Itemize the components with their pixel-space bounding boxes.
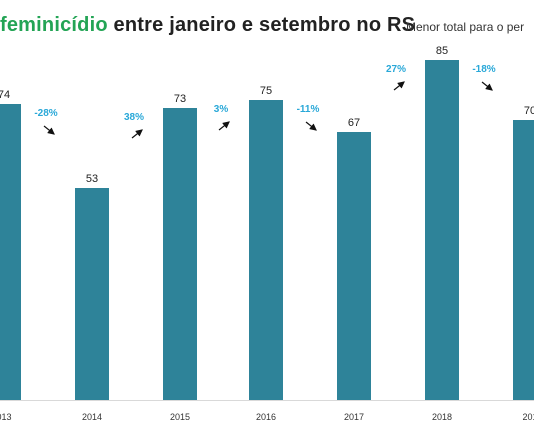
arrow-down-icon-6 [481, 81, 493, 91]
x-tick-2016: 2016 [256, 412, 276, 422]
chart-title-highlight: feminicídio [0, 14, 108, 36]
arrow-down-icon-1 [43, 125, 55, 135]
chart-subtitle: Menor total para o per [406, 20, 525, 34]
chart-title-rest: entre janeiro e setembro no RS [107, 14, 416, 36]
bar-2015 [163, 108, 197, 400]
change-label-5: 27% [386, 64, 406, 75]
arrow-up-icon-5 [393, 81, 405, 91]
change-label-3: 3% [214, 104, 229, 115]
bar-2017 [337, 132, 371, 400]
value-label-2016: 75 [260, 85, 272, 97]
x-tick-2014: 2014 [82, 412, 102, 422]
value-label-2017: 67 [348, 117, 360, 129]
value-label-2019: 70 [524, 105, 534, 117]
value-label-2013: 74 [0, 89, 10, 101]
x-tick-2017: 2017 [344, 412, 364, 422]
arrow-up-icon-3 [218, 121, 230, 131]
change-label-1: -28% [34, 108, 57, 119]
x-tick-2015: 2015 [170, 412, 190, 422]
bar-2014 [75, 188, 109, 400]
arrow-up-icon-2 [131, 129, 143, 139]
value-label-2014: 53 [86, 173, 98, 185]
bar-2016 [249, 100, 283, 400]
arrow-down-icon-4 [305, 121, 317, 131]
bar-2019 [513, 120, 534, 400]
value-label-2015: 73 [174, 93, 186, 105]
bar-2018 [425, 60, 459, 400]
chart-title: feminicídio entre janeiro e setembro no … [0, 14, 415, 37]
x-tick-2019: 201 [522, 412, 534, 422]
bar-2013 [0, 104, 21, 400]
change-label-2: 38% [124, 112, 144, 123]
change-label-4: -11% [297, 104, 320, 115]
value-label-2018: 85 [436, 45, 448, 57]
x-tick-2018: 2018 [432, 412, 452, 422]
x-tick-2013: 013 [0, 412, 12, 422]
change-label-6: -18% [472, 64, 495, 75]
